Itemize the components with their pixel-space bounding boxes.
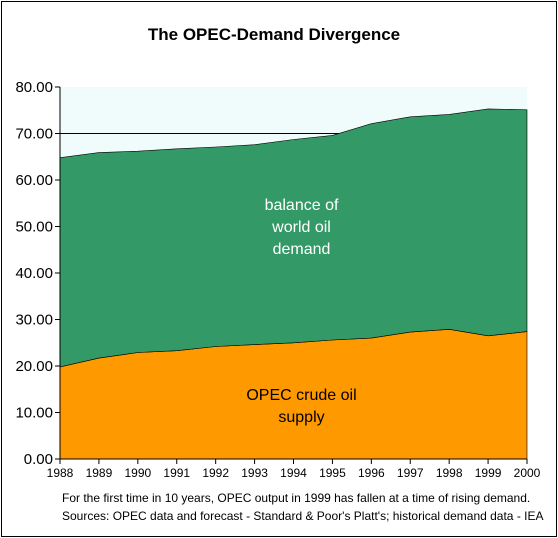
- series-label-line: supply: [278, 409, 324, 426]
- x-tick-label: 1988: [47, 466, 74, 480]
- x-tick-label: 1994: [280, 466, 307, 480]
- x-tick-label: 1998: [436, 466, 463, 480]
- x-tick-label: 2000: [514, 466, 541, 480]
- chart-title: The OPEC-Demand Divergence: [148, 25, 400, 44]
- x-tick-label: 1993: [241, 466, 268, 480]
- footnote-observation: For the first time in 10 years, OPEC out…: [62, 491, 530, 505]
- series-label-line: balance of: [265, 197, 339, 214]
- x-tick-label: 1996: [358, 466, 385, 480]
- y-tick-label: 50.00: [15, 219, 53, 236]
- series-label-line: demand: [273, 241, 331, 258]
- x-tick-label: 1995: [319, 466, 346, 480]
- series-label-0: OPEC crude oil supply: [246, 387, 356, 426]
- y-tick-label: 10.00: [15, 405, 53, 422]
- y-axis: 0.00 10.00 20.00 30.00 40.00 50.00 60.00 70.00 8…: [15, 79, 61, 468]
- series-area-1: [59, 108, 528, 368]
- x-tick-label: 1997: [397, 466, 424, 480]
- y-tick-label: 0.00: [24, 451, 53, 468]
- x-tick-label: 1992: [202, 466, 229, 480]
- x-tick-label: 1989: [86, 466, 113, 480]
- plot-area: [59, 87, 528, 460]
- x-axis: 1988 1989 1990 1991 1992 1993 1994 1995 1996 1997…: [47, 458, 541, 480]
- y-tick-label: 60.00: [15, 172, 53, 189]
- x-tick-label: 1999: [475, 466, 502, 480]
- y-tick-label: 30.00: [15, 312, 53, 329]
- y-tick-label: 80.00: [15, 79, 53, 96]
- series-label-line: world oil: [271, 219, 331, 236]
- y-tick-label: 40.00: [15, 265, 53, 282]
- x-tick-label: 1991: [163, 466, 190, 480]
- x-tick-label: 1990: [124, 466, 151, 480]
- y-tick-label: 70.00: [15, 126, 53, 143]
- footnote-sources: Sources: OPEC data and forecast - Standa…: [62, 509, 544, 523]
- y-tick-label: 20.00: [15, 358, 53, 375]
- series-label-line: OPEC crude oil: [246, 387, 356, 404]
- series-label-1: balance of world oil demand: [265, 197, 339, 258]
- area-labels: OPEC crude oil supply balance of world oil d…: [246, 197, 356, 426]
